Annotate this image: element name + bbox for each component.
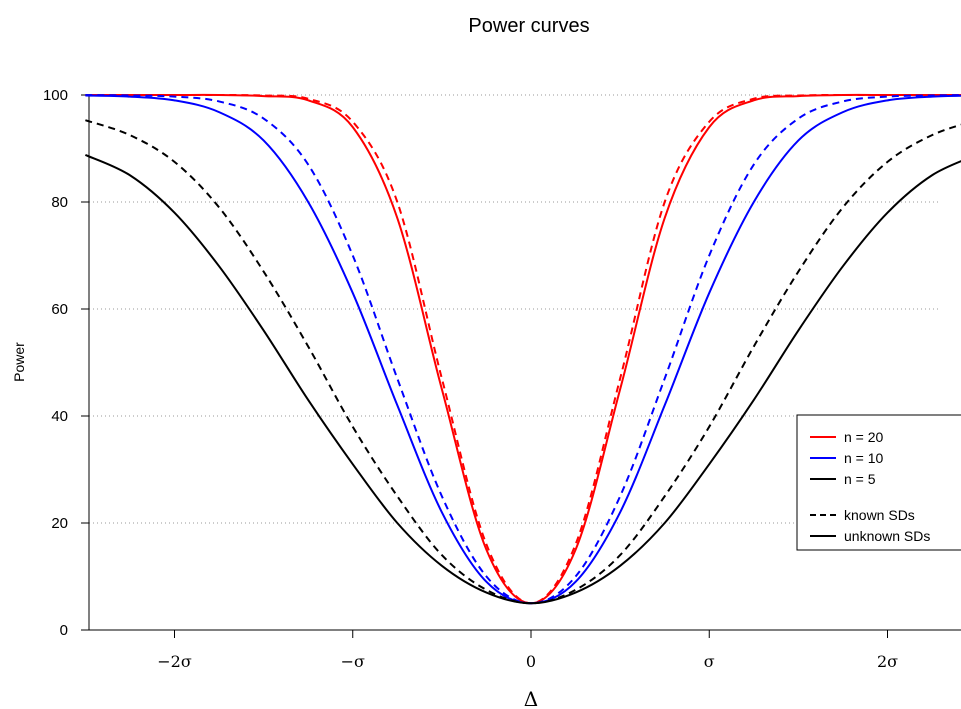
y-tick-label: 80 <box>51 194 68 211</box>
legend-label: n = 20 <box>844 429 884 445</box>
x-tick-label: 0 <box>526 652 536 671</box>
axes: 0 20 40 60 80 100 −2σ −σ 0 σ 2σ <box>43 87 961 671</box>
legend-label: n = 10 <box>844 450 884 466</box>
y-tick-label: 60 <box>51 301 68 318</box>
y-tick-label: 0 <box>60 622 68 639</box>
legend: n = 20 n = 10 n = 5 known SDs unknown SDs <box>796 414 961 551</box>
y-axis-label: Power <box>11 342 27 382</box>
y-tick-label: 40 <box>51 408 68 425</box>
legend-label: unknown SDs <box>844 528 930 544</box>
y-tick-label: 20 <box>51 515 68 532</box>
x-tick-label: −σ <box>341 652 365 671</box>
x-tick-label: −2σ <box>157 652 192 671</box>
chart-title: Power curves <box>468 15 589 37</box>
legend-label: n = 5 <box>844 471 876 487</box>
x-tick-label: σ <box>704 652 715 671</box>
legend-label: known SDs <box>844 507 915 523</box>
series-line-n-5-unknown <box>84 154 961 605</box>
series-lines <box>84 93 961 605</box>
x-axis-label: Δ <box>524 687 538 709</box>
x-tick-label: 2σ <box>877 652 898 671</box>
y-tick-label: 100 <box>43 87 68 104</box>
series-line-n-5-known <box>85 119 961 605</box>
